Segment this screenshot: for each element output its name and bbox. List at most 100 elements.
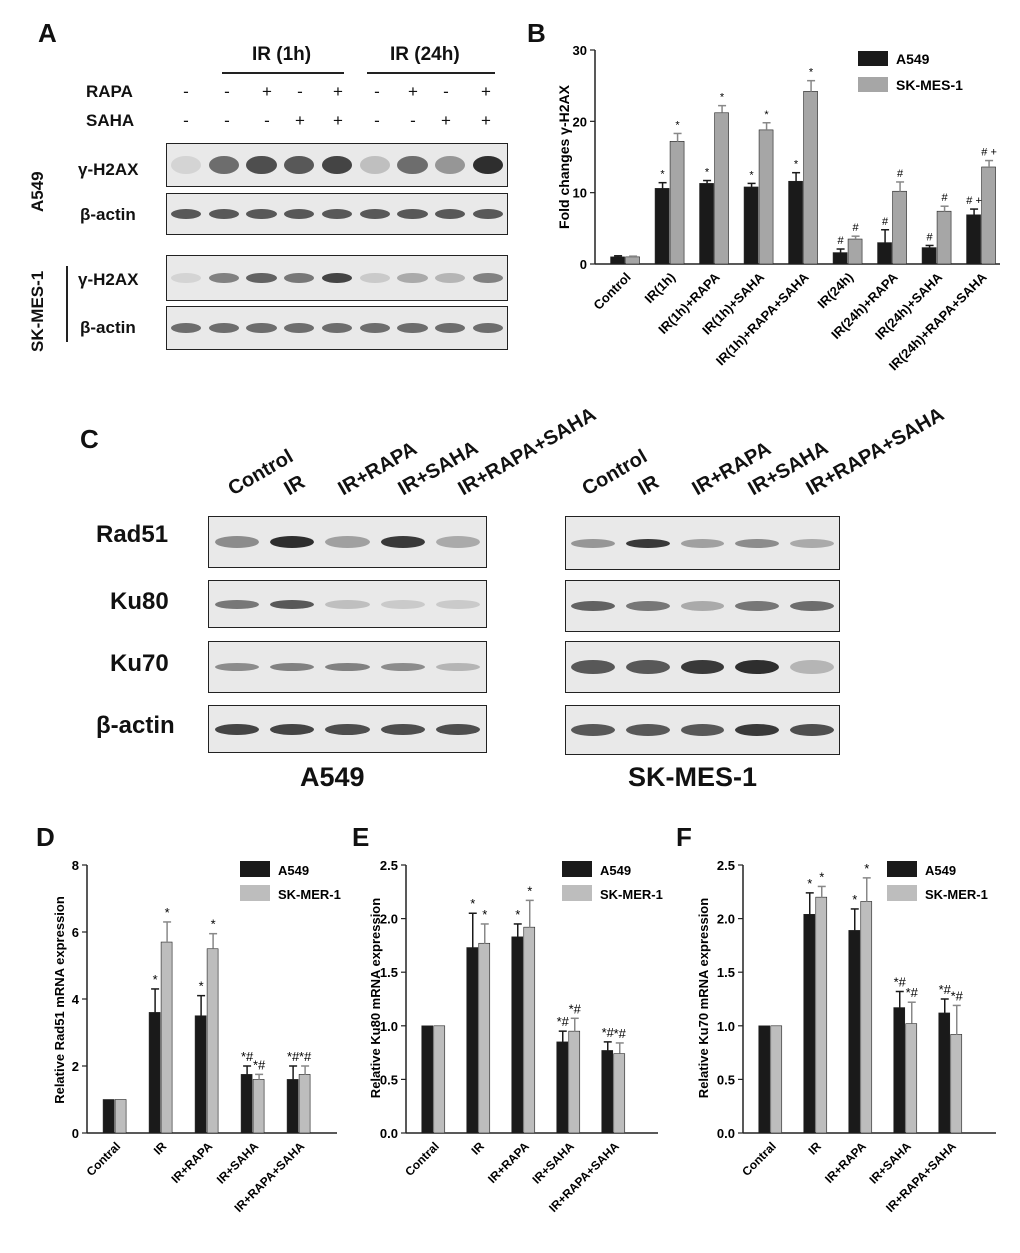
band-4 [436, 536, 481, 548]
bar-0-5 [832, 252, 848, 265]
ir-24h-bracket [367, 72, 495, 74]
bar-0-8 [966, 214, 981, 265]
band-1 [269, 599, 315, 609]
bar-1-2 [523, 926, 536, 1134]
significance-mark: # [882, 216, 889, 228]
band-4 [321, 156, 353, 174]
significance-mark: * [470, 896, 475, 911]
chart-b: 0 10 20 30 Fold changes γ-H2AX Control * * IR(1h… [556, 43, 1000, 373]
bar-0-1 [148, 1012, 161, 1134]
band-0 [214, 536, 259, 548]
y-tick-label: 2.5 [380, 858, 398, 873]
significance-mark: # [853, 222, 860, 234]
y-tick-label: 1.0 [380, 1019, 398, 1034]
category-label: IR+RAPA [822, 1139, 869, 1186]
bar-0-0 [758, 1025, 771, 1134]
saha-mark-0: - [183, 111, 189, 130]
significance-mark: # [897, 168, 904, 180]
band-1 [269, 723, 315, 735]
blot-c-a549-ku70 [208, 641, 487, 693]
rapa-mark-3: - [297, 82, 303, 101]
bar-0-1 [466, 947, 479, 1134]
ir-1h-bracket [222, 72, 344, 74]
legend-swatch-0 [240, 861, 270, 877]
category-label: IR [805, 1139, 824, 1158]
bar-0-2 [511, 936, 524, 1134]
bar-0-2 [194, 1015, 207, 1134]
band-4 [321, 209, 353, 219]
significance-mark: * [819, 869, 824, 884]
band-0 [571, 601, 616, 611]
blot-c-skmes-rad51 [565, 516, 840, 570]
band-8 [473, 323, 504, 333]
a549-c-caption: A549 [300, 762, 365, 792]
band-1 [626, 724, 670, 736]
significance-mark: * [794, 159, 799, 171]
bar-1-5 [847, 238, 863, 265]
significance-mark: * [199, 979, 204, 994]
significance-mark: * [807, 876, 812, 891]
bar-1-2 [714, 112, 729, 265]
significance-mark: * [515, 907, 520, 922]
skmes-gh2ax-label: γ-H2AX [78, 270, 139, 289]
significance-mark: *# [894, 974, 907, 989]
saha-mark-3: + [295, 111, 305, 130]
blot-c-a549-bactin [208, 705, 487, 753]
category-label: IR(24h) [814, 270, 856, 312]
bar-0-4 [601, 1050, 614, 1134]
y-tick-label: 20 [573, 114, 587, 129]
blot-skmes-gh2ax [166, 255, 508, 301]
rapa-mark-8: + [481, 82, 491, 101]
band-0 [170, 273, 201, 283]
rapa-mark-7: - [443, 82, 449, 101]
band-3 [735, 724, 779, 736]
bar-0-3 [240, 1074, 253, 1134]
band-5 [359, 323, 390, 333]
bar-1-3 [568, 1030, 581, 1134]
band-3 [284, 156, 315, 174]
y-tick-label: 8 [72, 858, 79, 873]
band-5 [359, 156, 390, 174]
band-1 [626, 538, 670, 548]
legend-swatch-0 [887, 861, 917, 877]
y-axis-label: Fold changes γ-H2AX [556, 84, 572, 229]
bar-0-3 [893, 1007, 906, 1134]
band-4 [789, 724, 834, 736]
bar-0-0 [102, 1099, 115, 1134]
band-3 [284, 273, 315, 283]
band-3 [284, 323, 315, 333]
significance-mark: * [153, 972, 158, 987]
significance-mark: *# [241, 1049, 254, 1064]
saha-mark-4: + [333, 111, 343, 130]
significance-mark: * [720, 92, 725, 104]
legend-label-1: SK-MES-1 [896, 77, 963, 93]
bar-1-7 [936, 210, 952, 265]
panel-letter-d: D [36, 822, 55, 852]
blot-skmes-bactin [166, 306, 508, 350]
category-label: IR+SAHA [214, 1139, 262, 1187]
band-2 [325, 599, 370, 609]
y-tick-label: 0.0 [717, 1126, 735, 1141]
y-tick-label: 2.0 [717, 912, 735, 927]
significance-mark: *# [557, 1014, 570, 1029]
legend-label-1: SK-MER-1 [600, 887, 663, 902]
a549-bactin-label: β-actin [80, 205, 136, 224]
blot-c-a549-rad51 [208, 516, 487, 568]
category-label: IR(1h) [642, 270, 679, 307]
band-2 [246, 209, 277, 219]
band-2 [246, 323, 277, 333]
y-tick-label: 2.5 [717, 858, 735, 873]
category-label: IR+RAPA [485, 1139, 532, 1186]
bar-1-4 [298, 1074, 311, 1134]
band-0 [571, 538, 616, 548]
saha-mark-2: - [264, 111, 270, 130]
band-2 [325, 663, 370, 671]
rapa-mark-4: + [333, 82, 343, 101]
y-tick-label: 2.0 [380, 912, 398, 927]
significance-mark: * [864, 861, 869, 876]
bar-0-4 [286, 1079, 299, 1134]
band-0 [571, 660, 616, 674]
category-label: IR+RAPA [168, 1139, 215, 1186]
significance-mark: # + [966, 195, 982, 207]
band-4 [436, 599, 481, 609]
